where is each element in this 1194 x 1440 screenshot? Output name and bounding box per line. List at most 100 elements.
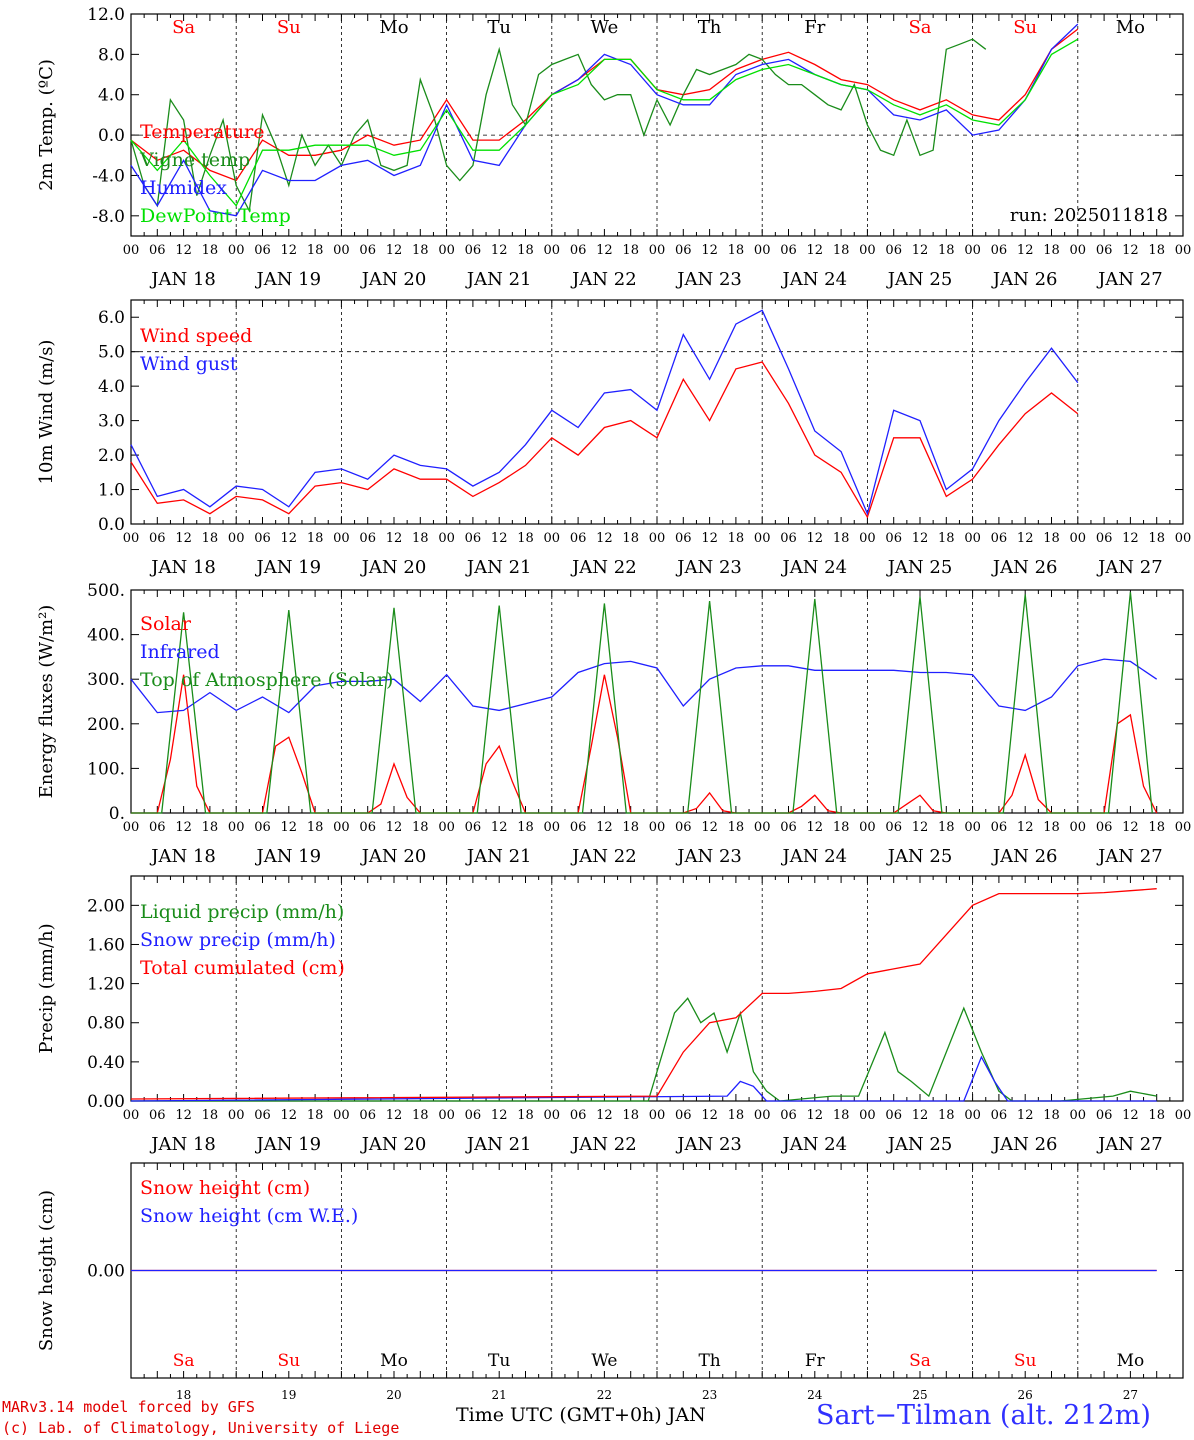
weekday-label: Mo [380, 1351, 408, 1371]
date-label: JAN 22 [570, 557, 637, 578]
date-label: JAN 18 [149, 557, 216, 578]
hour-tick-label: 18 [517, 1108, 534, 1123]
weekday-label: Mo [379, 17, 408, 38]
date-label: JAN 18 [149, 269, 216, 290]
hour-tick-label: 00 [649, 531, 666, 546]
hour-tick-label: 00 [1070, 820, 1087, 835]
plot-frame [130, 589, 1184, 814]
hour-tick-label: 06 [149, 531, 166, 546]
hour-tick-label: 00 [1070, 1108, 1087, 1123]
hour-tick-label: 18 [622, 531, 639, 546]
hour-tick-label: 06 [465, 243, 482, 258]
hour-tick-label: 00 [333, 820, 350, 835]
hour-tick-label: 18 [517, 531, 534, 546]
weekday-label: Fr [804, 17, 825, 38]
legend-entry: Snow precip (mm/h) [140, 929, 336, 951]
hour-tick-label: 06 [359, 243, 376, 258]
hour-tick-label: 00 [964, 1108, 981, 1123]
hour-tick-label: 00 [123, 820, 140, 835]
hour-tick-label: 12 [807, 531, 824, 546]
chart-panel-2: 6.0 5.0 4.0 3.0 2.0 1.0 0.0 10m Wind (m/s) Wind … [36, 299, 1191, 578]
hour-tick-label: 12 [912, 243, 929, 258]
date-label: JAN 21 [465, 557, 532, 578]
y-tick-label: 100. [87, 759, 125, 779]
hour-tick-label: 12 [1122, 820, 1139, 835]
hour-tick-label: 00 [859, 531, 876, 546]
hour-tick-label: 18 [307, 531, 324, 546]
hour-tick-label: 18 [202, 1108, 219, 1123]
hour-tick-label: 06 [675, 531, 692, 546]
date-label: JAN 21 [465, 1134, 532, 1155]
y-axis-label: 2m Temp. (ºC) [36, 59, 57, 191]
hour-tick-label: 00 [1175, 243, 1192, 258]
hour-tick-label: 12 [281, 1108, 298, 1123]
weekday-label: Su [1014, 1351, 1037, 1371]
y-axis-label: 10m Wind (m/s) [36, 340, 57, 485]
series-line [130, 38, 987, 213]
hour-tick-label: 18 [728, 820, 745, 835]
chart-panel-1: 12.0 8.0 4.0 0.0 -4.0 -8.0 2m Temp. (ºC) Temper… [36, 5, 1191, 290]
hour-tick-label: 12 [175, 1108, 192, 1123]
hour-tick-label: 18 [1043, 1108, 1060, 1123]
y-tick-label: 1.20 [87, 975, 125, 995]
weekday-label: Mo [1117, 1351, 1145, 1371]
series-line [130, 361, 1079, 519]
hour-tick-label: 06 [254, 243, 271, 258]
x-axis-title: Time UTC (GMT+0h) JAN [456, 1404, 706, 1426]
hour-tick-label: 06 [465, 531, 482, 546]
legend-entry: Top of Atmosphere (Solar) [140, 669, 393, 691]
date-label: JAN 25 [886, 269, 953, 290]
hour-tick-label: 12 [281, 820, 298, 835]
date-label: JAN 25 [886, 846, 953, 867]
hour-tick-label: 12 [596, 531, 613, 546]
hour-tick-label: 18 [1148, 820, 1165, 835]
hour-tick-label: 18 [938, 531, 955, 546]
y-tick-label: 8.0 [98, 45, 125, 65]
y-tick-label: 2.0 [98, 446, 125, 466]
hour-tick-label: 18 [517, 243, 534, 258]
weekday-label: We [591, 1351, 617, 1371]
date-label: JAN 24 [781, 846, 848, 867]
hour-tick-label: 18 [412, 820, 429, 835]
hour-tick-label: 06 [465, 820, 482, 835]
hour-tick-label: 18 [517, 820, 534, 835]
chart-panel-5: 0.00 Snow height (cm) Snow height (cm) Snow… [36, 1162, 1184, 1402]
y-axis-label: Snow height (cm) [36, 1190, 57, 1351]
hour-tick-label: 18 [1148, 1108, 1165, 1123]
hour-tick-label: 06 [1096, 1108, 1113, 1123]
series-line [131, 674, 1158, 814]
legend-entry: Temperature [140, 121, 264, 143]
series-line [130, 38, 1079, 207]
day-number: 26 [1018, 1388, 1033, 1402]
hour-tick-label: 18 [938, 243, 955, 258]
weekday-label: Mo [1116, 17, 1145, 38]
hour-tick-label: 12 [701, 243, 718, 258]
hour-tick-label: 00 [438, 531, 455, 546]
series-line [130, 309, 1079, 516]
day-number: 19 [281, 1388, 296, 1402]
hour-tick-label: 12 [1017, 243, 1034, 258]
legend-entry: Snow height (cm W.E.) [140, 1205, 358, 1227]
hour-tick-label: 06 [885, 243, 902, 258]
hour-tick-label: 06 [780, 820, 797, 835]
date-label: JAN 24 [781, 269, 848, 290]
hour-tick-label: 00 [649, 243, 666, 258]
y-tick-label: 0. [109, 804, 125, 824]
hour-tick-label: 06 [570, 1108, 587, 1123]
hour-tick-label: 00 [544, 243, 561, 258]
date-label: JAN 27 [1096, 846, 1163, 867]
hour-tick-label: 12 [596, 243, 613, 258]
hour-tick-label: 06 [885, 531, 902, 546]
hour-tick-label: 18 [833, 1108, 850, 1123]
hour-tick-label: 18 [728, 1108, 745, 1123]
legend-entry: Humidex [140, 177, 227, 199]
date-label: JAN 23 [675, 1134, 742, 1155]
date-label: JAN 25 [886, 1134, 953, 1155]
hour-tick-label: 06 [885, 1108, 902, 1123]
hour-tick-label: 00 [123, 531, 140, 546]
day-number: 23 [702, 1388, 717, 1402]
date-label: JAN 19 [255, 846, 322, 867]
hour-tick-label: 00 [649, 1108, 666, 1123]
legend-entry: Wind speed [140, 325, 252, 347]
weekday-label: Th [698, 1351, 720, 1371]
